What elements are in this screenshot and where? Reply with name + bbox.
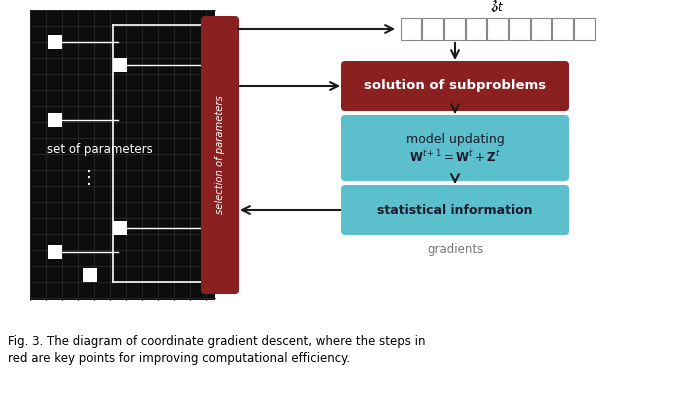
Bar [574, 18, 594, 40]
Bar [48, 113, 62, 127]
FancyBboxPatch shape [201, 16, 239, 294]
Bar [509, 18, 530, 40]
Bar [401, 18, 421, 40]
Bar [530, 18, 551, 40]
Text: gradients: gradients [427, 243, 483, 256]
Text: $\mathfrak{z}_t$: $\mathfrak{z}_t$ [490, 0, 505, 14]
Bar [113, 221, 127, 235]
Text: Fig. 3. The diagram of coordinate gradient descent, where the steps in: Fig. 3. The diagram of coordinate gradie… [8, 335, 426, 348]
Text: $\mathbf{W}^{t+1} = \mathbf{W}^t + \mathbf{Z}^t$: $\mathbf{W}^{t+1} = \mathbf{W}^t + \math… [409, 149, 500, 165]
Text: ⋮: ⋮ [80, 169, 98, 187]
Bar [552, 18, 573, 40]
FancyBboxPatch shape [341, 185, 569, 235]
Bar [466, 18, 486, 40]
Text: statistical information: statistical information [377, 204, 532, 216]
Bar [30, 10, 215, 300]
Bar [48, 35, 62, 49]
Bar [113, 58, 127, 72]
Text: selection of parameters: selection of parameters [215, 96, 225, 214]
Bar [487, 18, 508, 40]
Bar [422, 18, 443, 40]
Bar [48, 245, 62, 259]
Text: set of parameters: set of parameters [48, 143, 153, 156]
Bar [444, 18, 464, 40]
Text: solution of subproblems: solution of subproblems [364, 80, 546, 92]
FancyBboxPatch shape [341, 115, 569, 181]
FancyBboxPatch shape [341, 61, 569, 111]
Text: model updating: model updating [406, 132, 505, 146]
Text: red are key points for improving computational efficiency.: red are key points for improving computa… [8, 352, 350, 365]
Bar [83, 268, 97, 282]
